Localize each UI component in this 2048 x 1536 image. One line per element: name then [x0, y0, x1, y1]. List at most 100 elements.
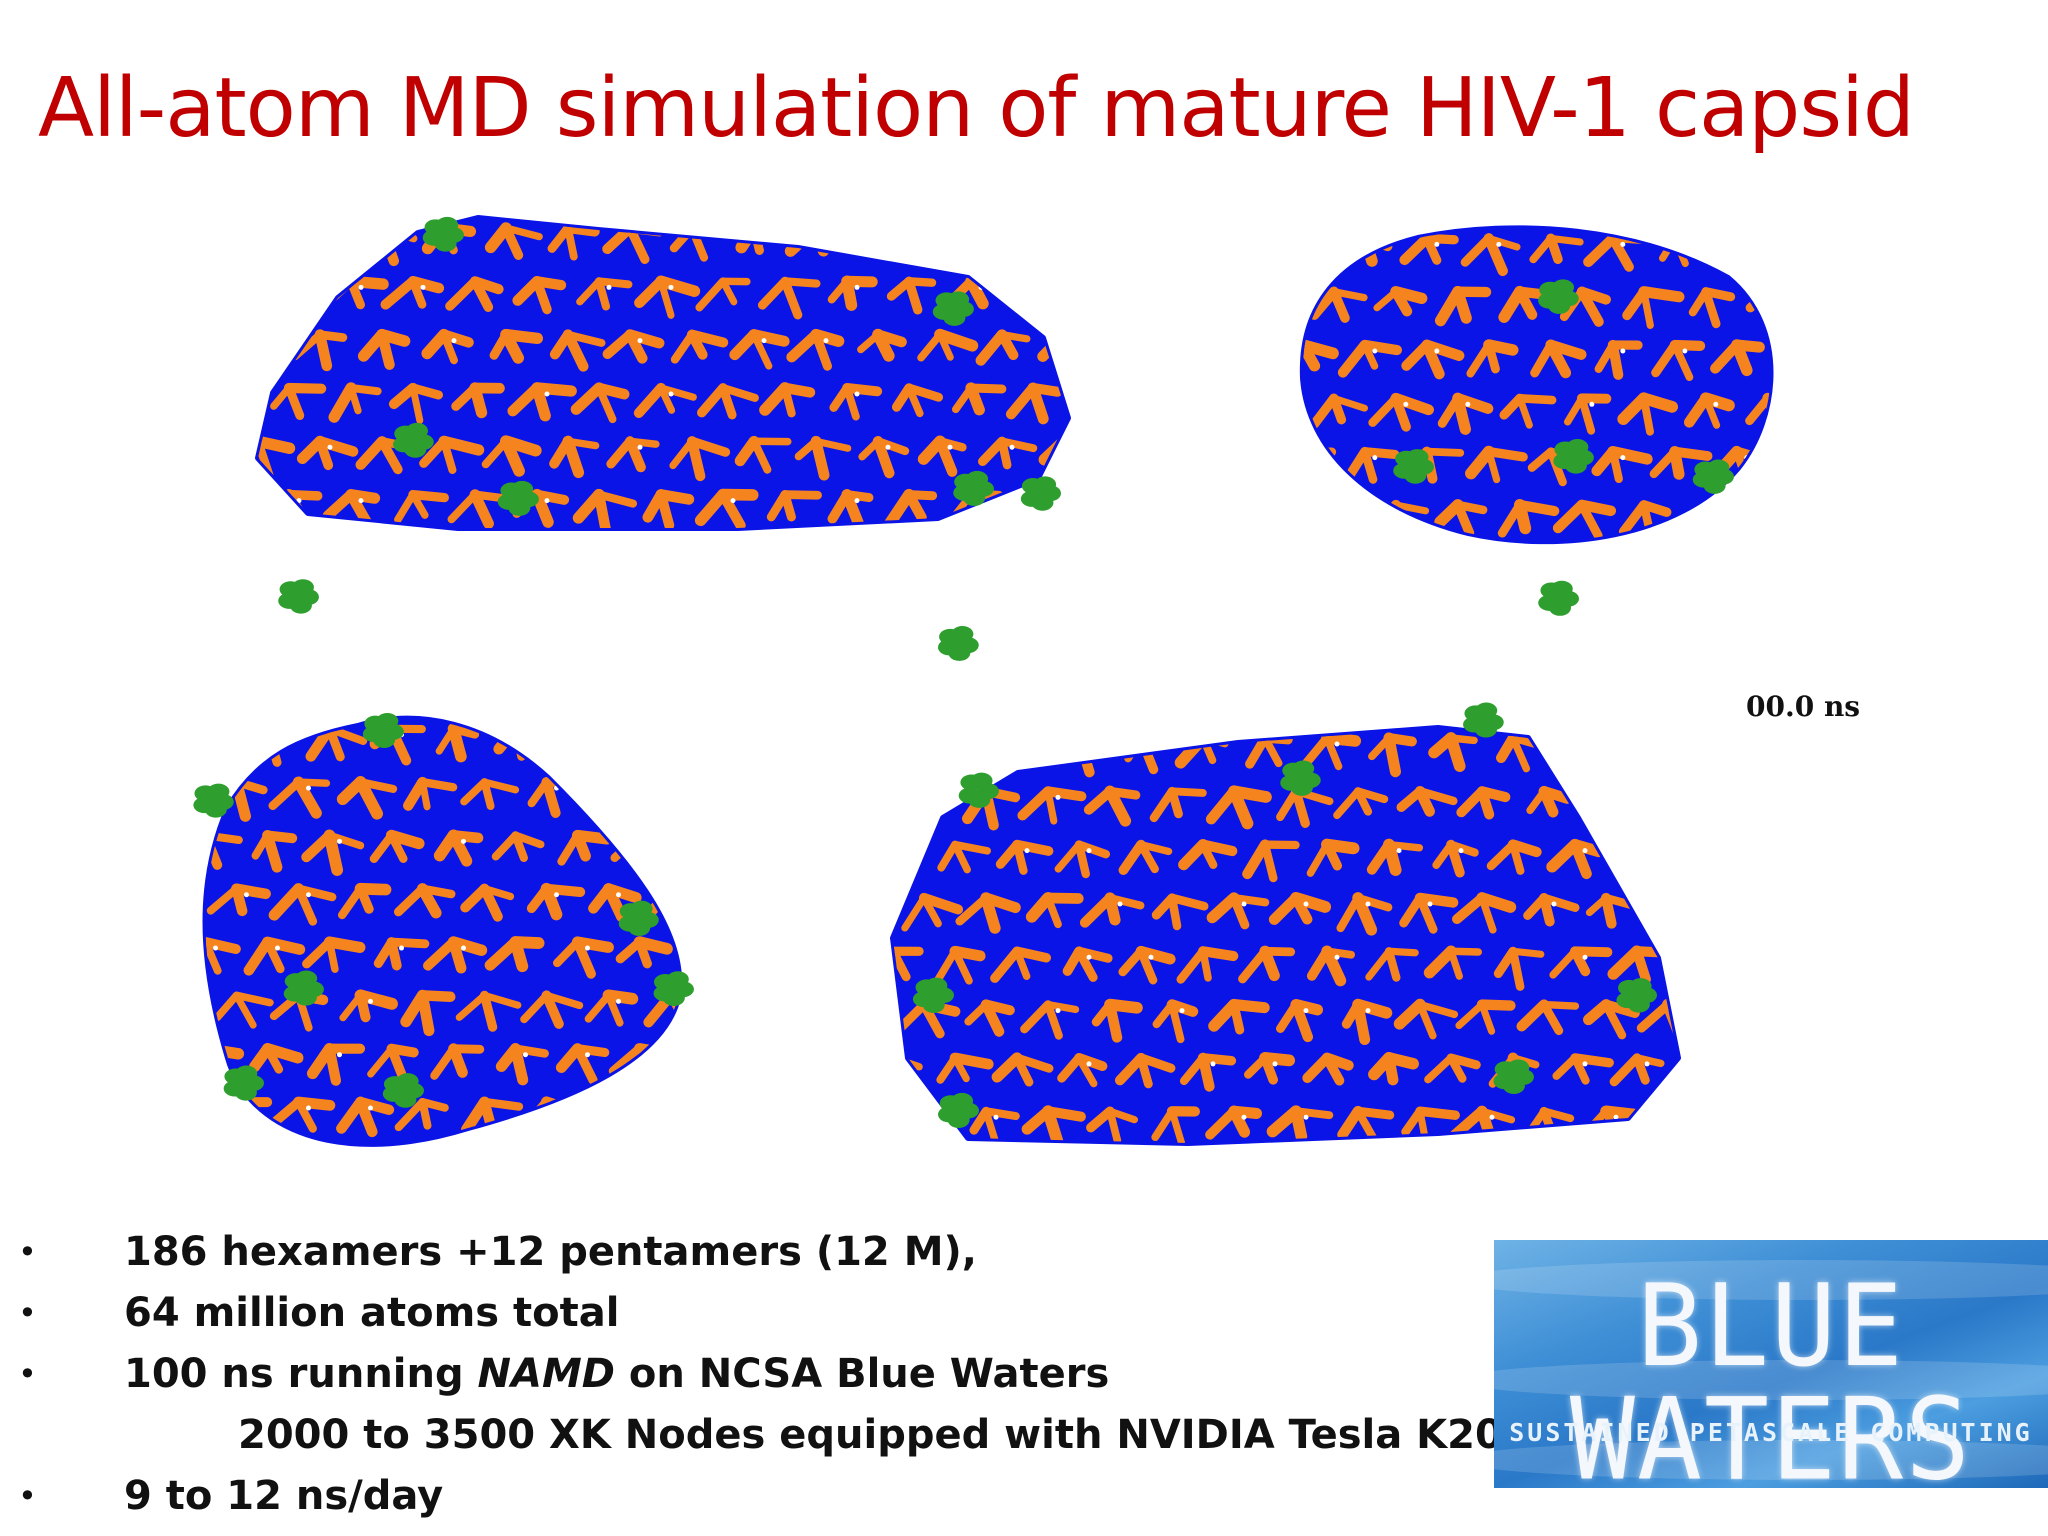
hexamer-interface-mark	[919, 786, 941, 826]
hexamer-interface-mark	[258, 329, 294, 348]
lattice-gap-mark	[1458, 848, 1464, 854]
lattice-gap-mark	[730, 498, 736, 504]
hexamer-interface-mark	[491, 831, 520, 861]
hexamer-interface-mark	[855, 222, 884, 253]
capsid-view-bottom-right	[890, 725, 1681, 1146]
hexamer-interface-mark	[1498, 285, 1526, 323]
lattice-gap-mark	[606, 284, 612, 290]
hexamer-interface-mark	[933, 947, 959, 985]
hexamer-interface-mark	[918, 1105, 938, 1142]
lattice-gap-mark	[337, 838, 342, 844]
lattice-gap-mark	[1241, 1114, 1247, 1120]
lattice-gap-mark	[1613, 1114, 1619, 1120]
hexamer-interface-mark	[1136, 946, 1158, 985]
hexamer-interface-mark	[1546, 838, 1581, 873]
hexamer-interface-mark	[635, 831, 652, 867]
hexamer-interface-mark	[1091, 1000, 1115, 1027]
lattice-gap-mark	[616, 892, 621, 898]
hexamer-interface-mark	[1365, 947, 1393, 981]
hexamer-interface-mark	[1516, 999, 1550, 1032]
hexamer-interface-mark	[394, 1098, 427, 1132]
lattice-gap-mark	[1086, 954, 1092, 960]
hexamer-interface-mark	[1401, 339, 1432, 371]
lattice-gap-mark	[1582, 848, 1588, 854]
hexamer-interface-mark	[1745, 393, 1771, 426]
hexamer-interface-mark	[1617, 392, 1650, 426]
hexamer-interface-mark	[874, 224, 907, 239]
bullet-list: • 186 hexamers +12 pentamers (12 M), • 6…	[0, 1222, 1534, 1527]
hexamer-interface-mark	[1366, 839, 1395, 875]
hexamer-interface-mark	[917, 435, 946, 465]
lattice-gap-mark	[900, 741, 906, 747]
hexamer-interface-mark	[1352, 892, 1378, 936]
lattice-gap-mark	[1024, 848, 1030, 854]
hexamer-interface-mark	[1710, 339, 1743, 374]
hexamer-interface-mark	[955, 893, 991, 926]
hexamer-interface-mark	[1302, 447, 1307, 472]
hexamer-interface-mark	[1486, 840, 1518, 871]
hexamer-interface-mark	[990, 946, 1022, 983]
hexamer-interface-mark	[1662, 999, 1678, 1015]
hexamer-interface-mark	[1208, 998, 1240, 1032]
hexamer-interface-mark	[1591, 446, 1619, 477]
lattice-gap-mark	[420, 284, 426, 290]
bullet-item: • 100 ns running NAMD on NCSA Blue Water…	[0, 1344, 1480, 1405]
pentamer-mark	[1553, 439, 1594, 474]
lattice-gap-mark	[585, 945, 590, 951]
hexamer-interface-mark	[666, 884, 680, 917]
hexamer-interface-mark	[1399, 893, 1425, 928]
hexamer-interface-mark	[1570, 733, 1605, 744]
pentamer-mark	[1692, 459, 1734, 494]
hexamer-interface-mark	[314, 222, 337, 258]
hexamer-interface-mark	[570, 382, 605, 415]
hexamer-interface-mark	[421, 328, 450, 360]
hexamer-interface-mark	[893, 732, 911, 765]
hexamer-interface-mark	[1302, 341, 1307, 370]
hexamer-interface-mark	[1242, 839, 1271, 880]
lattice-gap-mark	[1582, 954, 1588, 960]
pentamer-mark	[1280, 760, 1321, 796]
pentamer-mark	[1020, 476, 1061, 511]
hexamer-interface-mark	[232, 991, 274, 1007]
hexamer-interface-mark	[811, 223, 845, 238]
bullet-sub-item: 2000 to 3500 XK Nodes equipped with NVID…	[0, 1405, 1534, 1466]
hexamer-interface-mark	[1243, 1053, 1270, 1079]
lattice-gap-mark	[1303, 901, 1309, 907]
logo-wave-decoration	[1494, 1440, 2048, 1480]
hexamer-interface-mark	[1745, 500, 1771, 540]
hexamer-interface-mark	[1607, 446, 1653, 465]
bullet-marker: •	[18, 1355, 37, 1393]
hexamer-interface-mark	[1045, 224, 1068, 249]
lattice-gap-mark	[1644, 741, 1650, 747]
hexamer-interface-mark	[585, 778, 613, 807]
pentamer-mark	[283, 970, 324, 1006]
hexamer-interface-mark	[1618, 733, 1642, 766]
pentamer-mark	[938, 1092, 979, 1128]
hexamer-interface-mark	[1683, 392, 1712, 428]
hexamer-interface-mark	[1609, 1053, 1642, 1087]
hexamer-interface-mark	[1577, 500, 1603, 540]
lattice-gap-mark	[1372, 455, 1378, 461]
hexamer-interface-mark	[394, 490, 417, 524]
lattice-gap-mark	[1620, 348, 1626, 354]
hexamer-interface-mark	[480, 1097, 524, 1111]
hexamer-interface-mark	[438, 435, 485, 456]
hexamer-interface-mark	[780, 276, 803, 320]
hexamer-interface-mark	[572, 488, 605, 524]
hexamer-interface-mark	[1601, 786, 1640, 799]
hexamer-interface-mark	[1437, 393, 1463, 428]
hexamer-interface-mark	[998, 224, 1040, 240]
hexamer-interface-mark	[893, 946, 898, 976]
hexamer-interface-mark	[1422, 447, 1465, 457]
hexamer-interface-mark	[484, 936, 522, 971]
hexamer-interface-mark	[1266, 1105, 1302, 1138]
hexamer-interface-mark	[328, 382, 357, 423]
hexamer-interface-mark	[1523, 893, 1549, 920]
hexamer-interface-mark	[1515, 394, 1557, 405]
hexamer-interface-mark	[1432, 840, 1455, 870]
hexamer-interface-mark	[1670, 341, 1694, 381]
lattice-gap-mark	[1620, 241, 1626, 247]
lattice-gap-mark	[1372, 348, 1378, 354]
hexamer-interface-mark	[786, 329, 822, 363]
hexamer-interface-mark	[1291, 786, 1310, 828]
